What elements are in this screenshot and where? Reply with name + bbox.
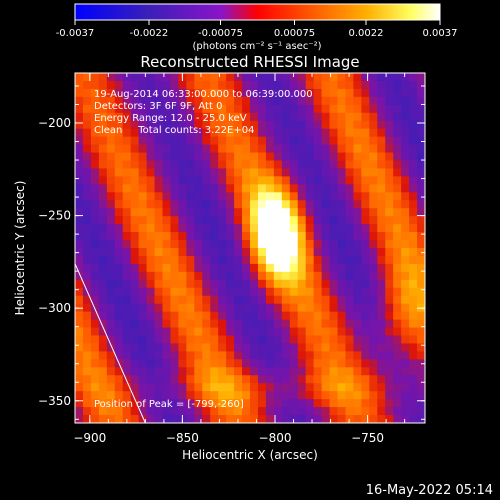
colorbar-tick-label: -0.0022	[130, 28, 169, 39]
heatmap-image	[75, 73, 425, 423]
colorbar-tick-label: 0.0037	[423, 28, 458, 39]
x-axis-label: Heliocentric X (arcsec)	[182, 448, 318, 462]
y-axis-ticks: −200 −250 −300 −350	[38, 85, 425, 420]
x-axis-ticks: −900 −850 −800 −750	[73, 73, 406, 445]
annotation-clean: Clean Total counts: 3.22E+04	[94, 125, 254, 136]
colorbar-ticks	[74, 20, 441, 25]
y-tick-label: −300	[38, 301, 71, 315]
x-tick-label: −850	[166, 431, 199, 445]
x-tick-label: −750	[351, 431, 384, 445]
colorbar	[74, 3, 441, 21]
chart-title: Reconstructed RHESSI Image	[140, 53, 359, 71]
annotation-time: 19-Aug-2014 06:33:00.000 to 06:39:00.000	[94, 89, 313, 100]
y-tick-label: −250	[38, 209, 71, 223]
x-tick-label: −900	[73, 431, 106, 445]
footer-timestamp: 16-May-2022 05:14	[366, 483, 493, 498]
annotation-block: 19-Aug-2014 06:33:00.000 to 06:39:00.000…	[94, 89, 313, 136]
annotation-energy: Energy Range: 12.0 - 25.0 keV	[94, 113, 247, 124]
peak-position-label: Position of Peak = [-799,-260]	[94, 399, 244, 410]
x-tick-label: −800	[259, 431, 292, 445]
solar-limb-line	[75, 263, 146, 423]
colorbar-tick-label: 0.0022	[349, 28, 384, 39]
colorbar-tick-labels: -0.0037 -0.0022 -0.00075 0.00075 0.0022 0.003…	[56, 28, 458, 39]
colorbar-tick-label: -0.00075	[198, 28, 243, 39]
colorbar-tick-label: -0.0037	[56, 28, 95, 39]
y-tick-label: −350	[38, 394, 71, 408]
y-axis-label: Heliocentric Y (arcsec)	[13, 181, 27, 316]
colorbar-units: (photons cm⁻² s⁻¹ asec⁻²)	[192, 41, 321, 52]
annotation-detectors: Detectors: 3F 6F 9F, Att 0	[94, 101, 222, 112]
plot-frame	[74, 72, 426, 424]
colorbar-tick-label: 0.00075	[274, 28, 315, 39]
y-tick-label: −200	[38, 116, 71, 130]
